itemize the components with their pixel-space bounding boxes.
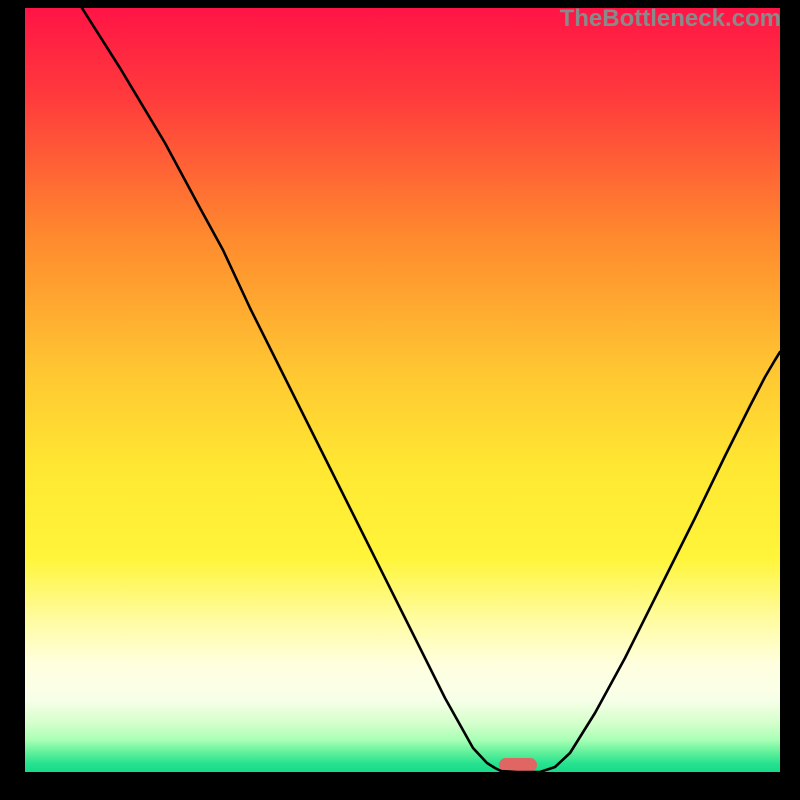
bottom-marker [499,758,537,772]
chart-container: TheBottleneck.com [0,0,800,800]
bottleneck-chart [25,8,780,772]
gradient-background [25,8,780,772]
watermark-text: TheBottleneck.com [560,5,781,33]
